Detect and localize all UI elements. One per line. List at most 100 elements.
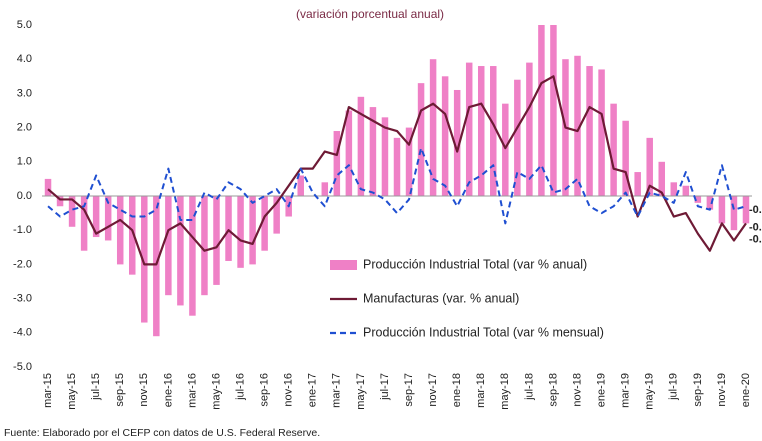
y-tick-label: 5.0 [17, 19, 32, 31]
legend-swatch [330, 260, 357, 270]
bar [526, 62, 533, 197]
bar [574, 55, 581, 196]
bar [273, 196, 280, 234]
x-tick-label: may-16 [210, 373, 222, 410]
bar [477, 66, 485, 196]
legend-label: Producción Industrial Total (var % mensu… [363, 325, 604, 339]
y-tick-label: -4.0 [13, 327, 32, 339]
bar [393, 137, 401, 196]
bar [622, 120, 629, 196]
bar [213, 196, 220, 285]
legend-label: Manufacturas (var. % anual) [363, 291, 519, 305]
y-tick-label: -1.0 [13, 224, 32, 236]
bar [261, 196, 268, 251]
y-tick-label: 4.0 [17, 53, 32, 65]
x-tick-label: may-18 [499, 373, 511, 410]
x-tick-label: ene-19 [595, 373, 607, 407]
x-tick-label: jul-18 [523, 373, 535, 401]
bar [153, 196, 160, 337]
bar [68, 196, 76, 227]
bar [550, 25, 557, 196]
bar [586, 66, 593, 196]
end-label: -0.8 [749, 221, 762, 233]
x-tick-label: mar-19 [620, 373, 632, 408]
bar [658, 161, 665, 196]
bar [502, 103, 509, 196]
x-tick-label: ene-18 [451, 373, 463, 407]
bar [730, 196, 738, 231]
bar [706, 196, 714, 210]
x-tick-label: jul-17 [379, 373, 391, 401]
bar [417, 83, 425, 196]
bar [345, 110, 353, 196]
y-tick-label: 1.0 [17, 156, 32, 168]
x-tick-label: may-17 [355, 373, 367, 410]
bar [429, 59, 437, 197]
bar [441, 76, 449, 196]
y-tick-label: 0.0 [17, 190, 32, 202]
x-tick-label: sep-16 [259, 373, 271, 407]
dashed-line [47, 147, 747, 225]
bar [357, 96, 365, 196]
x-tick-label: sep-17 [403, 373, 415, 407]
x-tick-label: mar-15 [42, 373, 54, 408]
x-tick-label: nov-16 [283, 373, 295, 407]
legend-label: Producción Industrial Total (var % anual… [363, 257, 587, 271]
bar [465, 62, 473, 197]
bar [634, 172, 641, 196]
x-tick-label: mar-17 [331, 373, 343, 408]
y-tick-label: -3.0 [13, 293, 32, 305]
bar [177, 196, 184, 306]
x-tick-label: jul-19 [668, 373, 680, 401]
bar [249, 196, 256, 265]
y-tick-label: 3.0 [17, 87, 32, 99]
x-tick-label: mar-18 [475, 373, 487, 408]
line [47, 75, 747, 266]
bar [718, 196, 726, 224]
bar [610, 103, 617, 196]
end-label: -0.8 [749, 233, 762, 245]
x-tick-label: ene-16 [162, 373, 174, 407]
bar [333, 131, 341, 196]
bar [742, 196, 750, 224]
x-tick-label: nov-18 [571, 373, 583, 407]
y-tick-label: -5.0 [13, 361, 32, 373]
x-tick-label: mar-16 [186, 373, 198, 408]
y-tick-label: 2.0 [17, 122, 32, 134]
x-tick-label: may-19 [644, 373, 656, 410]
bar [670, 182, 678, 196]
bar [92, 196, 100, 238]
source-note: Fuente: Elaborado por el CEFP con datos … [4, 427, 320, 439]
bar [44, 178, 52, 196]
bar [682, 185, 690, 196]
bar [116, 196, 124, 265]
bar [694, 196, 702, 203]
x-tick-label: may-15 [66, 373, 78, 410]
bar [598, 69, 605, 196]
bar [56, 196, 64, 207]
x-tick-label: sep-15 [114, 373, 126, 407]
bar [165, 196, 172, 296]
x-tick-label: jul-16 [234, 373, 246, 401]
bar [237, 196, 244, 268]
bar [453, 89, 461, 196]
bar [646, 137, 653, 196]
bar [405, 127, 413, 196]
bar [141, 196, 148, 323]
bar [514, 79, 521, 196]
x-tick-label: ene-17 [307, 373, 319, 407]
bar [201, 196, 208, 296]
x-tick-label: ene-20 [740, 373, 752, 407]
bar [369, 107, 377, 196]
bar [490, 66, 497, 196]
bar [189, 196, 196, 316]
bar [80, 196, 88, 251]
bar [104, 196, 112, 241]
x-tick-label: jul-15 [90, 373, 102, 401]
chart-title: (variación porcentual anual) [296, 7, 444, 21]
bar [129, 196, 136, 275]
bar [381, 117, 389, 196]
y-tick-label: -2.0 [13, 258, 32, 270]
